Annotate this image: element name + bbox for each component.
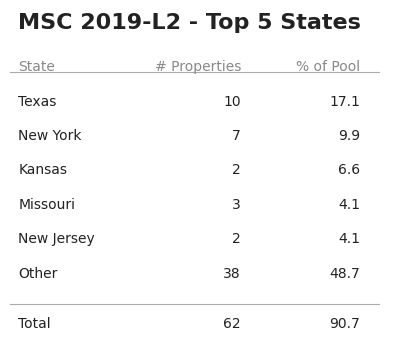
Text: # Properties: # Properties (155, 60, 241, 74)
Text: % of Pool: % of Pool (296, 60, 360, 74)
Text: MSC 2019-L2 - Top 5 States: MSC 2019-L2 - Top 5 States (18, 12, 361, 33)
Text: Missouri: Missouri (18, 198, 75, 212)
Text: Other: Other (18, 267, 58, 281)
Text: 90.7: 90.7 (329, 317, 360, 332)
Text: 7: 7 (232, 129, 241, 143)
Text: 17.1: 17.1 (329, 95, 360, 109)
Text: 9.9: 9.9 (338, 129, 360, 143)
Text: New Jersey: New Jersey (18, 232, 95, 246)
Text: 62: 62 (223, 317, 241, 332)
Text: New York: New York (18, 129, 81, 143)
Text: 4.1: 4.1 (338, 232, 360, 246)
Text: 4.1: 4.1 (338, 198, 360, 212)
Text: 6.6: 6.6 (338, 163, 360, 177)
Text: State: State (18, 60, 55, 74)
Text: 2: 2 (232, 163, 241, 177)
Text: 3: 3 (232, 198, 241, 212)
Text: 10: 10 (223, 95, 241, 109)
Text: Kansas: Kansas (18, 163, 67, 177)
Text: 38: 38 (223, 267, 241, 281)
Text: Total: Total (18, 317, 51, 332)
Text: Texas: Texas (18, 95, 57, 109)
Text: 2: 2 (232, 232, 241, 246)
Text: 48.7: 48.7 (329, 267, 360, 281)
